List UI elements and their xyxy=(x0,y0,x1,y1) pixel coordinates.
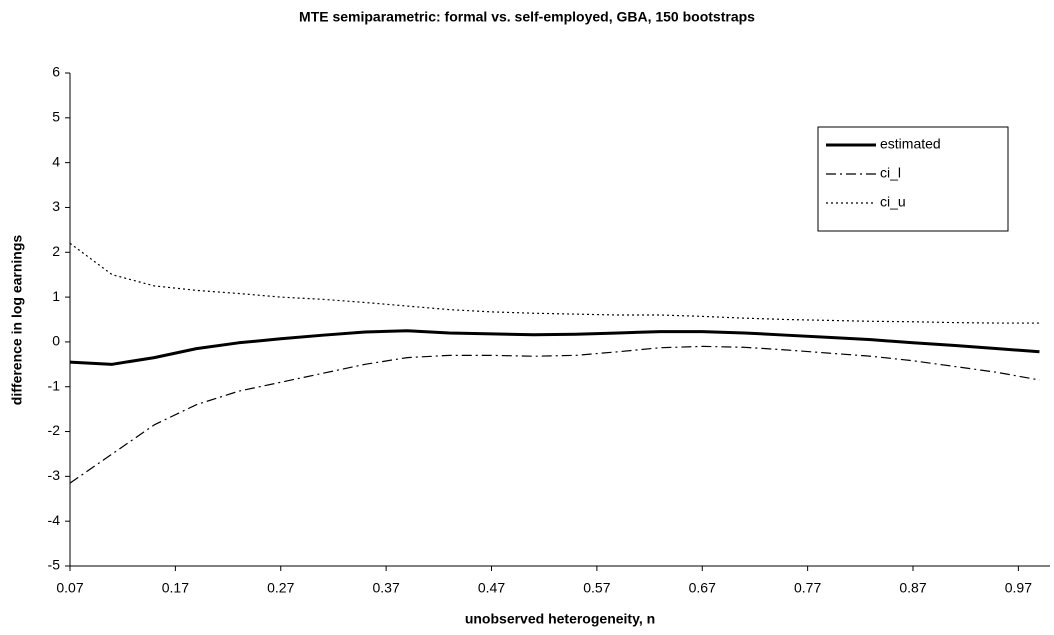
y-tick-label: 1 xyxy=(52,288,60,304)
x-axis-label: unobserved heterogeneity, n xyxy=(465,611,655,627)
x-tick-label: 0.17 xyxy=(162,580,189,596)
y-tick-label: -5 xyxy=(48,557,61,573)
y-axis-label: difference in log earnings xyxy=(9,235,25,406)
y-tick-label: -3 xyxy=(48,467,61,483)
x-tick-label: 0.97 xyxy=(1005,580,1032,596)
x-tick-label: 0.37 xyxy=(373,580,400,596)
y-tick-label: -4 xyxy=(48,512,61,528)
series-line xyxy=(69,329,1040,366)
y-tick-label: 4 xyxy=(52,153,60,169)
legend-label: ci_u xyxy=(880,194,906,210)
y-tick-label: 5 xyxy=(52,109,60,125)
series-line xyxy=(69,242,1040,324)
legend-label: ci_l xyxy=(880,165,901,181)
chart-title: MTE semiparametric: formal vs. self-empl… xyxy=(299,9,755,25)
legend-label: estimated xyxy=(880,136,941,152)
x-tick-label: 0.77 xyxy=(794,580,821,596)
y-tick-label: -1 xyxy=(48,377,61,393)
y-tick-label: 2 xyxy=(52,243,60,259)
y-tick-label: 0 xyxy=(52,333,60,349)
x-tick-label: 0.67 xyxy=(689,580,716,596)
y-tick-label: 6 xyxy=(52,64,60,80)
y-tick-label: -2 xyxy=(48,422,61,438)
y-tick-label: 3 xyxy=(52,198,60,214)
x-tick-label: 0.87 xyxy=(899,580,926,596)
series-line xyxy=(69,345,1040,484)
x-tick-label: 0.07 xyxy=(56,580,83,596)
x-tick-label: 0.47 xyxy=(478,580,505,596)
x-tick-label: 0.27 xyxy=(267,580,294,596)
x-tick-label: 0.57 xyxy=(583,580,610,596)
